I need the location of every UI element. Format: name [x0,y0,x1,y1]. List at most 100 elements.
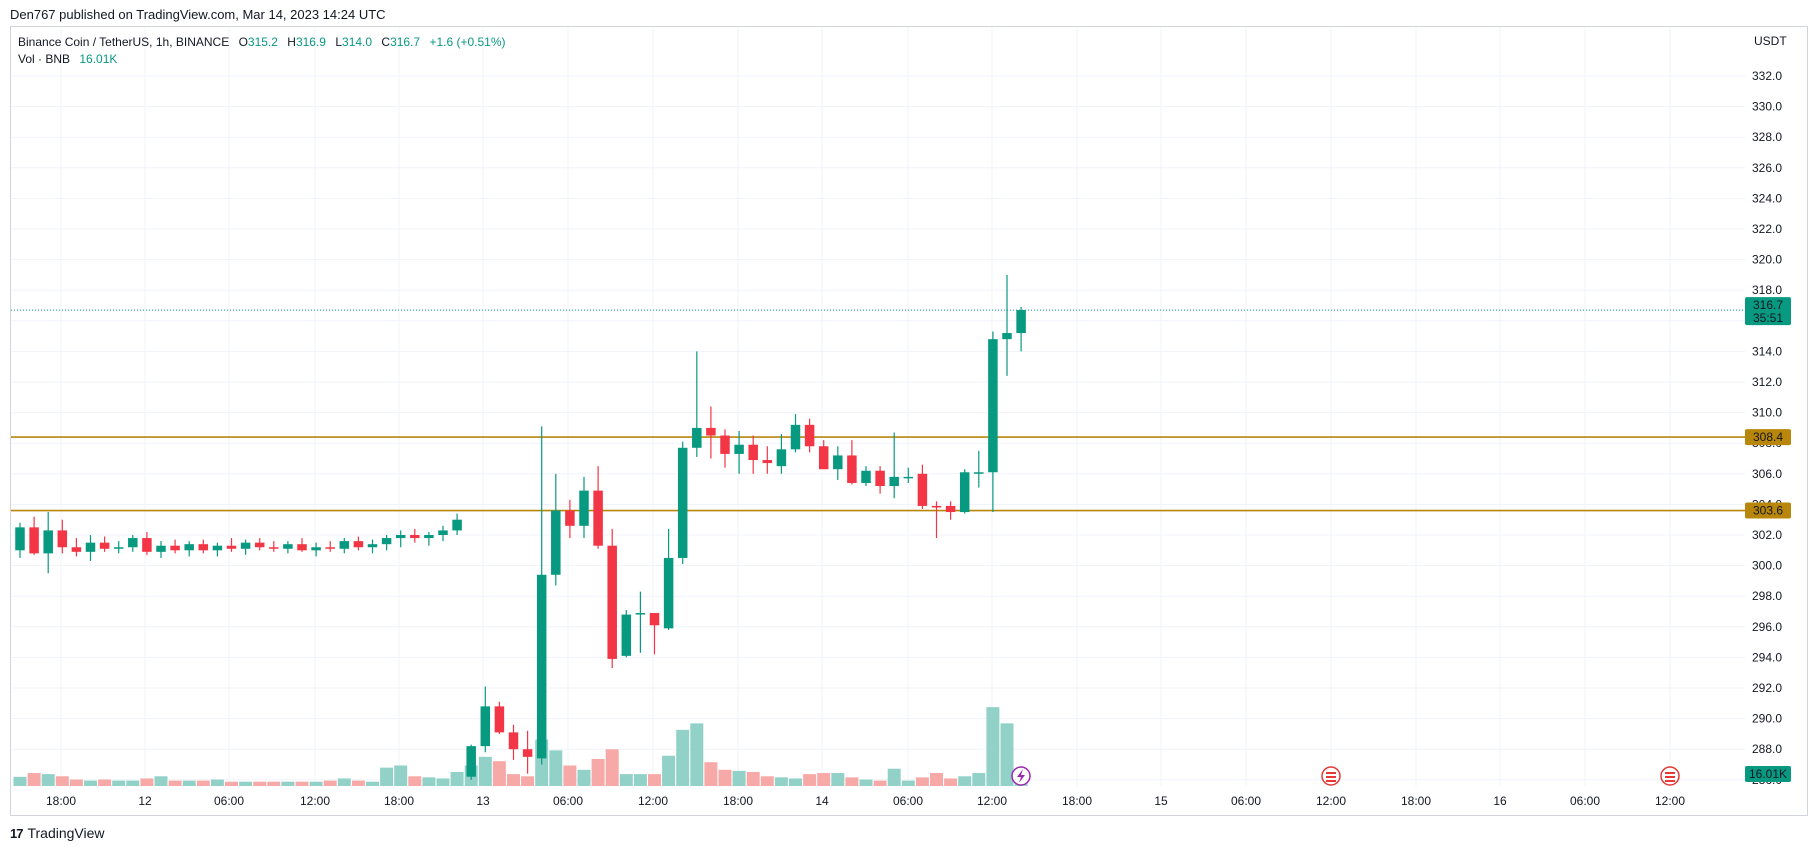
volume-bar [41,774,55,786]
candle-body [43,530,53,554]
candle-body [677,447,688,558]
x-tick-label: 06:00 [214,794,244,808]
candle-body [974,472,984,474]
volume-bars [13,707,1028,786]
candle-body [128,538,138,548]
volume-bar [1000,723,1014,786]
chart-frame [10,26,1808,816]
volume-bar [168,780,182,786]
x-tick-label: 12:00 [300,794,330,808]
candle-body [438,530,448,535]
volume-bar [831,773,845,786]
volume-bar [859,779,873,786]
candle-body [410,535,420,539]
volume-bar [196,780,210,786]
candles [15,274,1026,780]
volume-badge-label: 16.01K [1749,767,1787,781]
volume-label: Vol · BNB [18,52,71,66]
volume-bar [746,771,760,786]
published-byline: Den767 published on TradingView.com, Mar… [10,7,386,22]
volume-bar [98,779,112,786]
candle-body [452,519,462,531]
candle-body [748,444,758,461]
volume-bar [774,777,788,786]
volume-bar [873,780,887,786]
change-value: +1.6 (+0.51%) [429,35,506,49]
candle-body [945,505,956,513]
footer-brand[interactable]: 17 TradingView [10,825,105,841]
candle-body [226,545,237,549]
volume-bar [944,778,958,786]
volume-bar [267,781,281,786]
volume-bar [13,776,27,786]
candle-body [424,535,434,539]
volume-bar [182,780,196,786]
low-value: 314.0 [342,35,373,49]
y-tick-label: 324.0 [1752,191,1782,205]
candle-body [29,527,39,554]
candle-body [466,746,476,777]
candle-body [635,613,646,615]
price-level-badge [1745,502,1791,519]
volume-bar [633,774,647,786]
volume-bar [337,778,351,786]
volume-bar [789,778,802,786]
volume-bar [351,780,365,786]
x-tick-label: 06:00 [893,794,923,808]
volume-bar [323,780,337,786]
candle-body [692,427,702,448]
candle-body [663,557,674,629]
axis-badges: 308.4 303.6 316.735:51 16.01K [1745,297,1791,782]
candle-body [551,510,561,575]
x-tick-label: 12:00 [977,794,1007,808]
flag-stripe [1326,776,1336,778]
flag-stripe [1326,772,1336,774]
candle-body [988,339,998,473]
volume-bar [676,729,690,786]
price-axis: 332.0 330.0 328.0 326.0 324.0 322.0 320.0 318.0… [1752,34,1787,787]
y-tick-label: 330.0 [1752,100,1782,114]
volume-bar [549,750,563,786]
x-tick-label: 16 [1493,794,1507,808]
countdown-label: 35:51 [1753,311,1783,325]
candle-body [621,614,632,656]
candle-body [297,544,307,551]
volume-bar [915,777,929,786]
volume-bar [140,778,154,786]
y-tick-label: 300.0 [1752,559,1782,573]
volume-bar [563,765,577,786]
footer-logo-text: TradingView [27,825,105,841]
tradingview-logo-icon: 17 [10,825,24,841]
volume-bar [817,773,831,786]
volume-bar [309,781,323,786]
candle-body [353,541,364,548]
y-tick-label: 288.0 [1752,742,1782,756]
candle-body [818,446,829,470]
volume-bar [648,774,661,786]
candle-body [85,542,96,552]
volume-bar [662,755,676,786]
volume-bar [760,776,774,786]
candle-body [706,427,716,436]
y-tick-label: 320.0 [1752,253,1782,267]
candle-body [593,490,603,546]
volume-bar [239,781,253,786]
volume-badge [1745,766,1791,782]
volume-bar [507,774,520,786]
close-value: 316.7 [390,35,421,49]
x-tick-label: 18:00 [384,794,414,808]
x-tick-label: 06:00 [1570,794,1600,808]
candle-body [142,538,152,552]
y-tick-label: 302.0 [1752,528,1782,542]
volume-bar [450,771,464,786]
volume-bar [704,762,718,786]
candle-body [1002,333,1012,340]
y-tick-label: 292.0 [1752,681,1782,695]
candle-body [254,542,265,548]
volume-bar [225,781,238,786]
y-tick-label: 296.0 [1752,620,1782,634]
candle-body [71,547,82,552]
x-tick-label: 12:00 [1655,794,1685,808]
volume-bar [126,780,140,786]
